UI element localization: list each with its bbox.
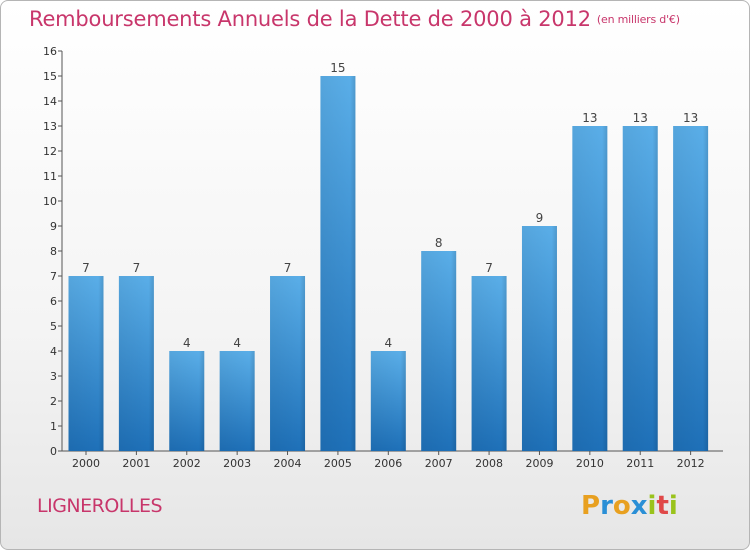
y-tick-label: 14 [43, 95, 57, 108]
y-tick-label: 13 [43, 120, 57, 133]
data-label: 13 [633, 111, 648, 125]
proxiti-logo: Proxiti [581, 491, 678, 521]
x-tick-label: 2006 [374, 457, 402, 470]
y-tick-label: 1 [50, 420, 57, 433]
data-label: 15 [330, 61, 345, 75]
y-tick-label: 11 [43, 170, 57, 183]
y-tick-label: 7 [50, 270, 57, 283]
x-tick-label: 2007 [425, 457, 453, 470]
bar-shade [471, 276, 507, 451]
x-tick-label: 2005 [324, 457, 352, 470]
x-tick-label: 2008 [475, 457, 503, 470]
bar-shade [673, 126, 709, 451]
data-label: 4 [233, 336, 241, 350]
y-tick-label: 9 [50, 220, 57, 233]
logo-letter: i [668, 491, 678, 521]
bar-shade [320, 76, 356, 451]
x-tick-label: 2000 [72, 457, 100, 470]
bar-shade [521, 226, 557, 451]
data-label: 7 [485, 261, 493, 275]
y-tick-label: 6 [50, 295, 57, 308]
y-tick-label: 12 [43, 145, 57, 158]
bar-shade [68, 276, 104, 451]
x-tick-label: 2010 [576, 457, 604, 470]
y-tick-label: 0 [50, 445, 57, 458]
logo-letter: i [647, 491, 657, 521]
logo-letter: o [612, 491, 631, 521]
data-label: 9 [536, 211, 544, 225]
bar-shade [118, 276, 154, 451]
x-tick-label: 2012 [677, 457, 705, 470]
x-tick-label: 2011 [626, 457, 654, 470]
y-tick-label: 2 [50, 395, 57, 408]
x-tick-label: 2002 [173, 457, 201, 470]
y-tick-label: 4 [50, 345, 57, 358]
x-axis: 2000 2001 2002 2003 2004 2005 2006 2007 2008 2009… [62, 450, 723, 470]
chart-subtitle: (en milliers d'€) [596, 13, 680, 26]
logo-letter: t [656, 491, 669, 521]
y-tick-label: 8 [50, 245, 57, 258]
data-label: 13 [683, 111, 698, 125]
y-tick-label: 10 [43, 195, 57, 208]
data-label: 7 [284, 261, 292, 275]
bar-shade [169, 351, 205, 451]
x-tick-label: 2009 [525, 457, 553, 470]
bar-shade [421, 251, 457, 451]
x-tick-label: 2001 [122, 457, 150, 470]
bar-shade [270, 276, 306, 451]
data-label: 4 [384, 336, 392, 350]
data-labels: 7 7 4 4 7 15 4 8 7 9 13 13 13 [82, 61, 698, 350]
x-tick-label: 2004 [274, 457, 302, 470]
logo-letter: x [630, 491, 648, 521]
data-label: 8 [435, 236, 443, 250]
logo-letter: r [600, 491, 613, 521]
y-tick-label: 3 [50, 370, 57, 383]
y-tick-label: 5 [50, 320, 57, 333]
data-label: 7 [82, 261, 90, 275]
logo-letter: P [581, 491, 601, 521]
bar-shade [370, 351, 406, 451]
y-tick-label: 16 [43, 45, 57, 58]
data-label: 4 [183, 336, 191, 350]
bar-shade [572, 126, 608, 451]
bar-shade [622, 126, 658, 451]
data-label: 13 [582, 111, 597, 125]
bars [68, 76, 709, 451]
data-label: 7 [133, 261, 141, 275]
bar-shade [219, 351, 255, 451]
title-text: Remboursements Annuels de la Dette de 20… [29, 7, 591, 31]
x-tick-label: 2003 [223, 457, 251, 470]
chart-title: Remboursements Annuels de la Dette de 20… [29, 7, 680, 31]
commune-name: LIGNEROLLES [37, 495, 163, 517]
y-tick-label: 15 [43, 70, 57, 83]
